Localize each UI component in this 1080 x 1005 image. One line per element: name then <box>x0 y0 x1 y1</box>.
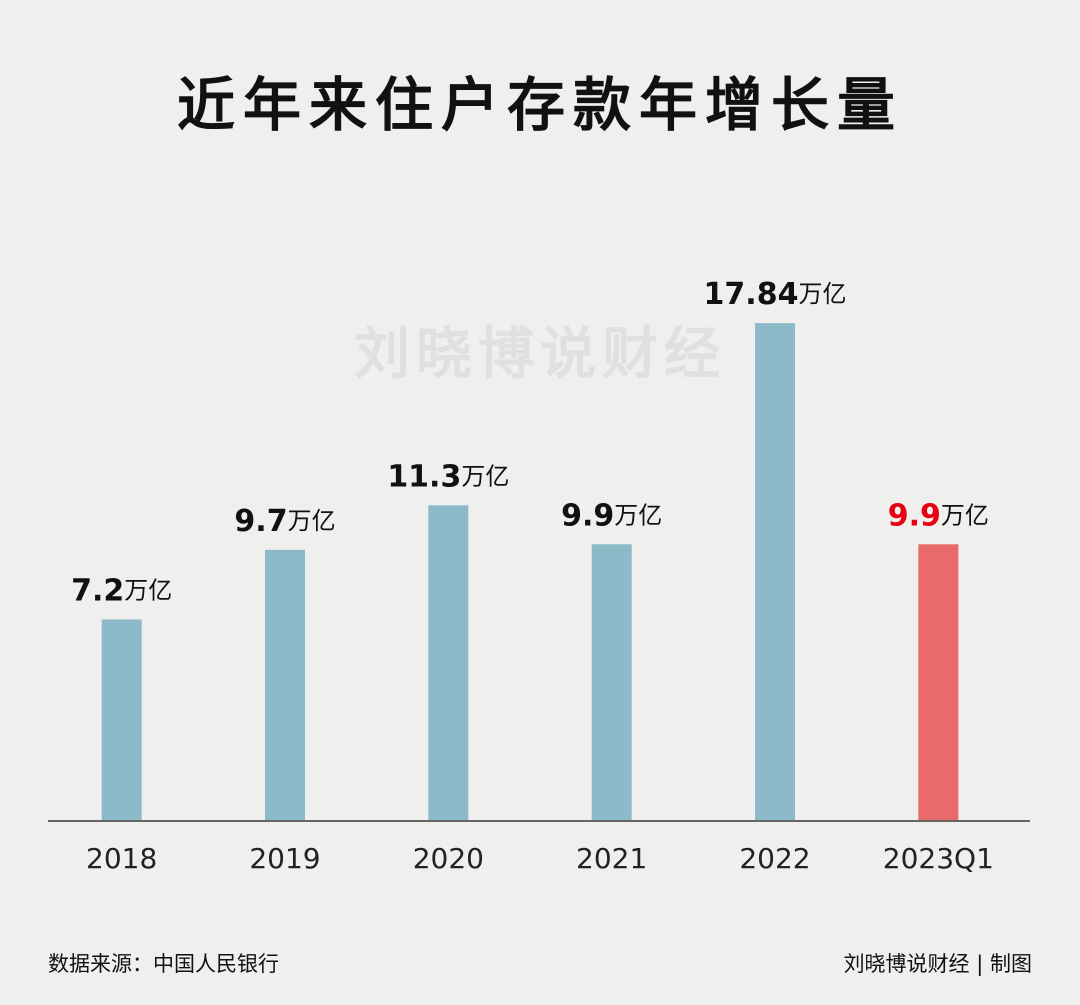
data-label-value: 11.3 <box>387 459 461 494</box>
data-label-unit: 万亿 <box>461 462 509 490</box>
credit-note: 刘晓博说财经 | 制图 <box>844 952 1032 977</box>
watermark: 刘晓博说财经 <box>354 322 726 387</box>
x-tick-label: 2019 <box>249 842 320 875</box>
bar <box>265 549 305 820</box>
x-tick-label: 2022 <box>739 842 810 875</box>
data-label-value: 7.2 <box>71 573 124 608</box>
data-label-unit: 万亿 <box>798 280 846 308</box>
bar <box>428 505 469 820</box>
source-note: 数据来源：中国人民银行 <box>48 952 279 976</box>
data-label-value: 9.9 <box>888 498 941 533</box>
data-label-value: 17.84 <box>704 277 799 312</box>
x-tick-label: 2021 <box>576 842 647 875</box>
data-label-unit: 万亿 <box>941 501 989 529</box>
data-label: 7.2万亿 <box>71 573 172 608</box>
data-label-unit: 万亿 <box>124 576 172 604</box>
data-label-unit: 万亿 <box>614 501 662 529</box>
data-label-value: 9.9 <box>561 498 614 533</box>
data-label-value: 9.7 <box>234 503 287 538</box>
bar <box>918 544 959 820</box>
data-label: 11.3万亿 <box>387 459 509 494</box>
x-tick-label: 2018 <box>86 842 157 875</box>
bar <box>101 619 142 820</box>
data-label: 9.9万亿 <box>561 498 662 533</box>
bar <box>591 544 632 820</box>
data-label-unit: 万亿 <box>288 507 336 535</box>
data-label: 17.84万亿 <box>704 277 847 312</box>
data-label: 9.9万亿 <box>888 498 989 533</box>
chart-title: 近年来住户存款年增长量 <box>177 71 903 139</box>
bar <box>755 323 795 820</box>
data-label: 9.7万亿 <box>234 503 335 538</box>
x-tick-label: 2023Q1 <box>883 842 994 875</box>
x-tick-label: 2020 <box>413 842 484 875</box>
